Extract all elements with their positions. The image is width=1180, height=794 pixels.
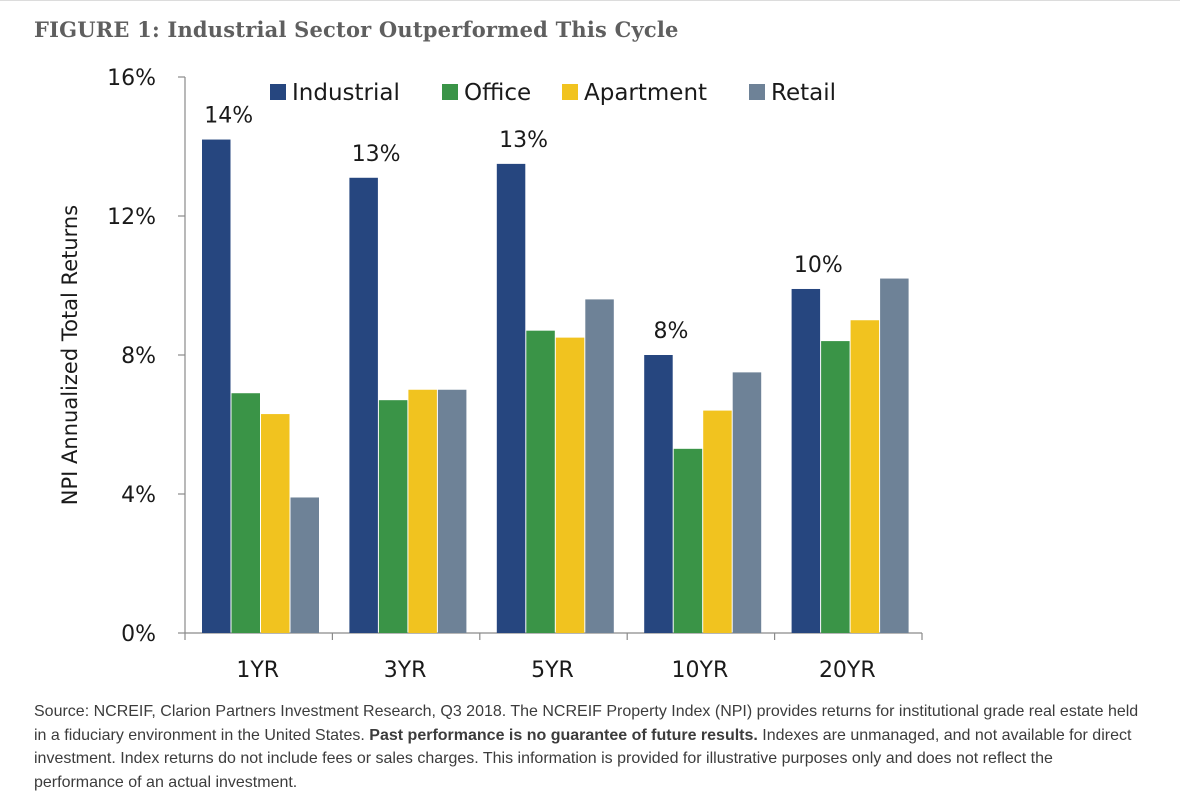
legend-label-retail: Retail — [771, 80, 836, 106]
data-label-industrial: 14% — [204, 104, 253, 129]
legend-swatch-retail — [749, 84, 765, 100]
figure-title: FIGURE 1: Industrial Sector Outperformed… — [34, 17, 679, 42]
bar-industrial-5yr — [496, 163, 526, 633]
bar-industrial-10yr — [644, 355, 673, 633]
legend-swatch-office — [442, 84, 458, 100]
footnote: Source: NCREIF, Clarion Partners Investm… — [34, 700, 1144, 794]
x-tick-label: 20YR — [819, 658, 876, 683]
bar-office-1yr — [231, 393, 260, 633]
y-tick-label: 16% — [107, 66, 156, 91]
x-tick-label: 5YR — [531, 658, 574, 683]
footnote-text-2: Indexes are unmanaged, and not available… — [34, 726, 1132, 791]
bar-retail-3yr — [437, 389, 467, 633]
bar-industrial-20yr — [791, 288, 821, 633]
legend-swatch-apartment — [562, 84, 578, 100]
bar-apartment-3yr — [408, 389, 437, 633]
bar-apartment-1yr — [261, 414, 290, 633]
bar-office-5yr — [526, 330, 555, 633]
bar-apartment-5yr — [555, 337, 585, 633]
y-tick-label: 12% — [107, 205, 156, 230]
legend-label-apartment: Apartment — [584, 80, 707, 106]
bar-retail-20yr — [880, 278, 909, 633]
bar-office-10yr — [673, 448, 703, 633]
bar-apartment-20yr — [850, 320, 880, 633]
bar-apartment-10yr — [703, 410, 732, 633]
bar-chart: 0% 4% 8% 12% 16% NPI Annualized Total Returns… — [58, 66, 923, 683]
bar-retail-10yr — [732, 372, 762, 633]
data-label-industrial: 13% — [499, 128, 548, 153]
y-tick-label: 0% — [121, 622, 156, 647]
x-tick-label: 3YR — [384, 658, 427, 683]
y-tick-label: 4% — [121, 483, 156, 508]
bar-retail-1yr — [290, 497, 319, 633]
bar-office-3yr — [378, 400, 408, 633]
bar-industrial-1yr — [202, 139, 231, 634]
footnote-text-1: Source: NCREIF, Clarion Partners Investm… — [34, 703, 1139, 744]
legend-label-office: Office — [464, 80, 531, 106]
y-axis-title: NPI Annualized Total Returns — [58, 205, 82, 505]
top-divider — [0, 0, 1180, 1]
y-tick-label: 8% — [121, 344, 156, 369]
bar-industrial-3yr — [349, 177, 378, 633]
x-tick-label: 1YR — [236, 658, 279, 683]
bar-retail-5yr — [585, 299, 614, 633]
data-label-industrial: 8% — [653, 319, 688, 344]
legend-label-industrial: Industrial — [292, 80, 400, 106]
bar-office-20yr — [821, 341, 850, 633]
footnote-disclaimer: Past performance is no guarantee of futu… — [369, 726, 758, 744]
data-label-industrial: 10% — [794, 253, 843, 278]
x-tick-label: 10YR — [672, 658, 729, 683]
legend-swatch-industrial — [270, 84, 286, 100]
data-label-industrial: 13% — [352, 142, 401, 167]
